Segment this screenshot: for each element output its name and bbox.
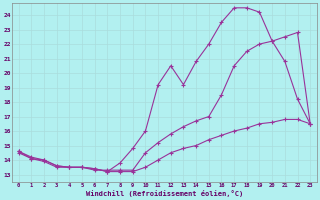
X-axis label: Windchill (Refroidissement éolien,°C): Windchill (Refroidissement éolien,°C) [86, 190, 243, 197]
